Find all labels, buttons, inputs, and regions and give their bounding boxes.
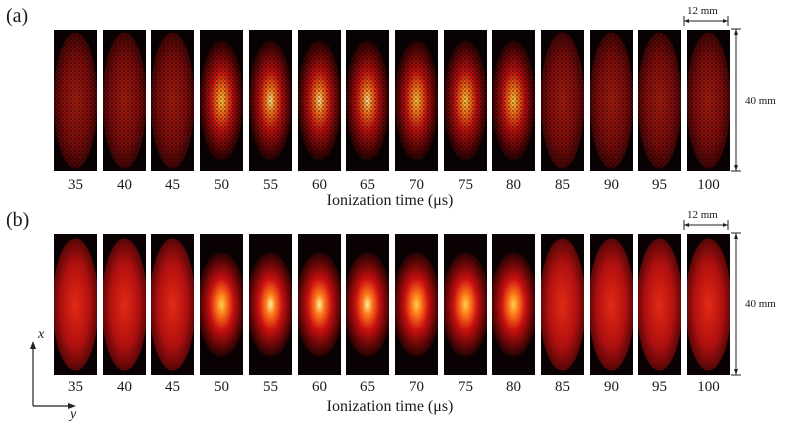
panel-b-axis-title: Ionization time (μs)	[326, 398, 454, 415]
panel-a-time-label-80: 80	[506, 177, 521, 193]
panel-a-width-scale-bar	[683, 16, 729, 26]
panel-a-image-45	[151, 30, 194, 171]
panel-b-time-label-65: 65	[360, 379, 375, 395]
panel-b-width-scale-label: 12 mm	[687, 209, 718, 221]
panel-b-image-80	[492, 234, 535, 375]
panel-a-image-95	[638, 30, 681, 171]
panel-a-image-60	[298, 30, 341, 171]
panel-a-image-65	[346, 30, 389, 171]
panel-b-time-label-55: 55	[263, 379, 278, 395]
panel-a-image-70	[395, 30, 438, 171]
x-axis-letter: x	[38, 327, 45, 342]
panel-b-height-scale-label: 40 mm	[745, 298, 776, 310]
panel-a-image-90	[590, 30, 633, 171]
panel-b-image-40	[103, 234, 146, 375]
panel-b-time-label-85: 85	[555, 379, 570, 395]
panel-b-time-label-40: 40	[117, 379, 132, 395]
panel-b-image-50	[200, 234, 243, 375]
panel-a-time-label-50: 50	[214, 177, 229, 193]
panel-b-image-45	[151, 234, 194, 375]
panel-a-image-55	[249, 30, 292, 171]
panel-a-time-label-40: 40	[117, 177, 132, 193]
panel-b-image-70	[395, 234, 438, 375]
panel-a-image-50	[200, 30, 243, 171]
panel-b-height-scale-bar	[731, 232, 741, 376]
panel-b-time-label-75: 75	[458, 379, 473, 395]
panel-b-image-60	[298, 234, 341, 375]
panel-a-time-label-75: 75	[458, 177, 473, 193]
panel-a-time-label-90: 90	[604, 177, 619, 193]
panel-b-time-label-45: 45	[165, 379, 180, 395]
panel-b-image-85	[541, 234, 584, 375]
panel-b-image-55	[249, 234, 292, 375]
panel-a-image-75	[444, 30, 487, 171]
panel-b-time-label-95: 95	[652, 379, 667, 395]
panel-b-time-label-100: 100	[697, 379, 720, 395]
panel-b-image-35	[54, 234, 97, 375]
panel-a-axis-title: Ionization time (μs)	[326, 192, 454, 209]
y-axis-letter: y	[70, 407, 77, 422]
panel-a-time-label-95: 95	[652, 177, 667, 193]
panel-b-label: (b)	[6, 209, 30, 231]
panel-a-time-label-65: 65	[360, 177, 375, 193]
panel-a-time-label-60: 60	[312, 177, 327, 193]
panel-b-time-label-35: 35	[68, 379, 83, 395]
panel-a-image-80	[492, 30, 535, 171]
panel-a-image-40	[103, 30, 146, 171]
panel-a-time-label-70: 70	[409, 177, 424, 193]
panel-a-time-label-55: 55	[263, 177, 278, 193]
panel-b-image-90	[590, 234, 633, 375]
panel-a-time-label-45: 45	[165, 177, 180, 193]
panel-b-time-label-70: 70	[409, 379, 424, 395]
panel-a-label: (a)	[6, 5, 29, 27]
panel-b-time-label-90: 90	[604, 379, 619, 395]
panel-b-time-label-60: 60	[312, 379, 327, 395]
panel-b-time-label-50: 50	[214, 379, 229, 395]
panel-b-image-65	[346, 234, 389, 375]
panel-a-height-scale-bar	[731, 28, 741, 172]
panel-a-image-85	[541, 30, 584, 171]
panel-a-image-35	[54, 30, 97, 171]
panel-a-time-label-100: 100	[697, 177, 720, 193]
panel-b-image-100	[687, 234, 730, 375]
panel-b-width-scale-bar	[683, 220, 729, 230]
panel-a-time-label-85: 85	[555, 177, 570, 193]
coordinate-axes	[30, 341, 76, 409]
panel-a-height-scale-label: 40 mm	[745, 95, 776, 107]
panel-a-width-scale-label: 12 mm	[687, 5, 718, 17]
panel-b-image-95	[638, 234, 681, 375]
panel-b-image-75	[444, 234, 487, 375]
panel-a-time-label-35: 35	[68, 177, 83, 193]
panel-b-time-label-80: 80	[506, 379, 521, 395]
panel-a-image-100	[687, 30, 730, 171]
